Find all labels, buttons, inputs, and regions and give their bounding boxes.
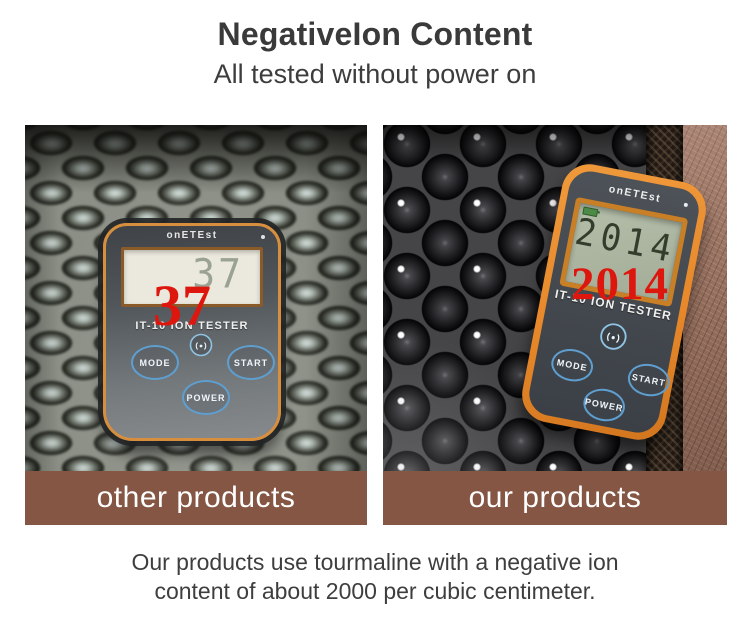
mode-button-label: MODE [131, 345, 179, 380]
lcd-reading: 37 [192, 250, 244, 298]
device-face: onETEst 2014 IT-10 ION TESTER [525, 167, 703, 437]
header: NegativeIon Content All tested without p… [0, 0, 750, 90]
lcd-screen: 37 [121, 247, 263, 307]
device-brand-label: onETEst [166, 230, 218, 241]
power-button-label: POWER [182, 380, 230, 415]
panel-our-products: onETEst 2014 IT-10 ION TESTER [383, 125, 727, 525]
speaker-icon [597, 320, 630, 353]
ion-tester-device: onETEst 2014 IT-10 ION TESTER [517, 159, 711, 445]
comparison-panels: onETEst 37 IT-10 ION TESTER [25, 125, 727, 525]
device-model-label: IT-10 ION TESTER [135, 320, 249, 332]
panel-other-products: onETEst 37 IT-10 ION TESTER [25, 125, 367, 525]
page-subtitle: All tested without power on [213, 59, 537, 89]
page-title: NegativeIon Content [217, 16, 533, 52]
ion-tester-device: onETEst 37 IT-10 ION TESTER [103, 223, 281, 441]
mode-button-label: MODE [548, 345, 596, 385]
caption-bar-other: other products [25, 471, 367, 525]
annotation-reading: 2014 [571, 258, 669, 310]
start-button-label: START [625, 360, 673, 400]
annotation-reading: 37 [153, 273, 211, 338]
footer-line-1: Our products use tourmaline with a negat… [131, 549, 619, 575]
led-indicator-dot [261, 235, 265, 239]
footer-line-2: content of about 2000 per cubic centimet… [154, 578, 596, 604]
power-button-label: POWER [580, 385, 628, 425]
caption-bar-ours: our products [383, 471, 727, 525]
photo-our-products: onETEst 2014 IT-10 ION TESTER [383, 125, 727, 525]
speaker-icon [189, 333, 213, 357]
footer-note: Our products use tourmaline with a negat… [0, 548, 750, 606]
photo-other-products: onETEst 37 IT-10 ION TESTER [25, 125, 367, 525]
start-button-label: START [227, 345, 275, 380]
